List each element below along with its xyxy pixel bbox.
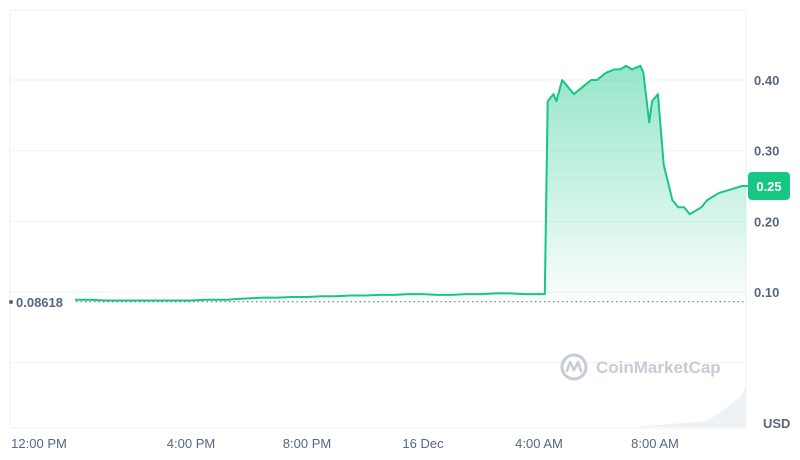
watermark-text: CoinMarketCap	[596, 358, 721, 377]
x-tick-label: 8:00 AM	[631, 436, 679, 451]
x-axis-ticks: 12:00 PM 4:00 PM 8:00 PM 16 Dec 4:00 AM 8:00 …	[11, 436, 679, 451]
current-price-badge-bg	[748, 172, 790, 200]
x-tick-label: 16 Dec	[402, 436, 444, 451]
y-tick-label: 0.10	[754, 285, 779, 300]
y-axis-ticks: 0.40 0.30 0.20 0.10	[754, 73, 779, 300]
price-area	[75, 65, 757, 302]
y-tick-label: 0.20	[754, 214, 779, 229]
currency-unit-label: USD	[763, 416, 790, 431]
x-tick-label: 4:00 PM	[167, 436, 215, 451]
x-tick-label: 12:00 PM	[11, 436, 67, 451]
price-line-layer	[75, 64, 758, 302]
coinmarketcap-logo-icon	[560, 353, 588, 381]
current-price-label: 0.25	[756, 179, 781, 194]
current-price-badge: 0.25	[748, 172, 790, 200]
volume-area	[637, 375, 746, 427]
price-area-fill	[75, 65, 757, 302]
volume-shape	[637, 375, 746, 427]
price-line	[75, 64, 758, 302]
start-price-label: 0.08618	[16, 295, 63, 310]
y-tick-label: 0.40	[754, 73, 779, 88]
start-price-marker	[9, 300, 13, 304]
x-tick-label: 4:00 AM	[515, 436, 563, 451]
y-tick-label: 0.30	[754, 144, 779, 159]
x-tick-label: 8:00 PM	[283, 436, 331, 451]
coinmarketcap-watermark: CoinMarketCap	[560, 353, 721, 381]
